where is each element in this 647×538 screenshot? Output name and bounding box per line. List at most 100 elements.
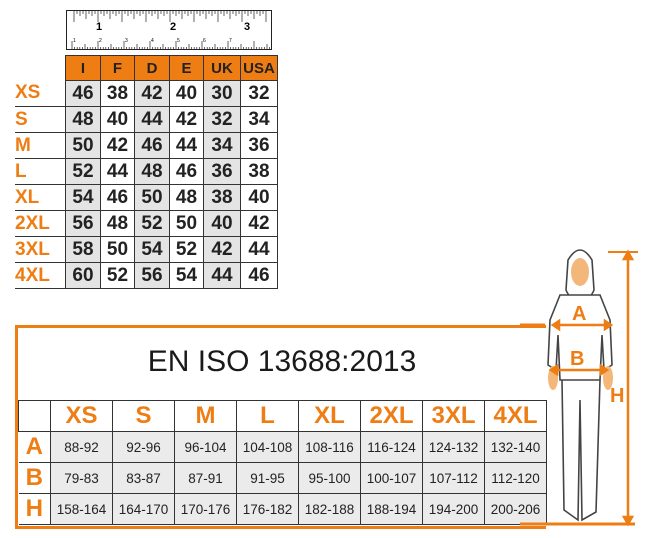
size-cell: 48 <box>134 158 170 185</box>
column-header: USA <box>240 55 278 81</box>
measurement-cell: 92-96 <box>112 431 175 463</box>
size-cell: 36 <box>203 158 241 185</box>
measure-label-a: A <box>572 303 586 325</box>
size-cell: 40 <box>100 106 135 133</box>
size-cell: 50 <box>65 132 101 159</box>
ruler-cm-label: 2 <box>99 38 102 44</box>
size-cell: 48 <box>169 184 204 211</box>
size-cell: 52 <box>134 210 170 237</box>
size-cell: 54 <box>65 184 101 211</box>
size-cell: 42 <box>169 106 204 133</box>
size-cell: 50 <box>100 236 135 263</box>
size-cell: 60 <box>65 262 101 289</box>
table-row: 4XL 60 52 56 54 44 46 <box>15 262 278 289</box>
table-row: 3XL 58 50 54 52 42 44 <box>15 236 278 263</box>
ruler-inch-label: 3 <box>244 21 250 33</box>
size-cell: 44 <box>134 106 170 133</box>
measurement-cell: 100-107 <box>360 462 423 494</box>
column-header: E <box>169 55 204 81</box>
corner <box>18 400 51 432</box>
table-row: 2XL 56 48 52 50 40 42 <box>15 210 278 237</box>
ruler-inch-label: 2 <box>170 21 176 33</box>
size-cell: 48 <box>100 210 135 237</box>
size-header: XL <box>298 400 361 432</box>
size-cell: 42 <box>100 132 135 159</box>
figure-illustration: A B H <box>520 249 638 527</box>
size-cell: 46 <box>134 132 170 159</box>
measurement-label: A <box>18 431 51 463</box>
measurement-cell: 124-132 <box>422 431 485 463</box>
measurement-cell: 194-200 <box>422 493 485 525</box>
size-cell: 52 <box>65 158 101 185</box>
ruler-cm-label: 5 <box>177 38 180 44</box>
size-cell: 34 <box>240 106 278 133</box>
size-cell: 32 <box>203 106 241 133</box>
size-cell: 42 <box>203 236 241 263</box>
measurement-cell: 116-124 <box>360 431 423 463</box>
body-measurement-table: XS S M L XL 2XL 3XL 4XL A 88-92 92-96 96-104 104-10… <box>18 400 547 525</box>
measurement-cell: 91-95 <box>236 462 299 494</box>
size-cell: 48 <box>65 106 101 133</box>
size-header: 4XL <box>484 400 547 432</box>
size-header: M <box>174 400 237 432</box>
measurement-cell: 182-188 <box>298 493 361 525</box>
size-label: 2XL <box>15 210 66 237</box>
size-conversion-table: I F D E UK USA XS 46 38 42 40 30 32 S 48 40 44 42 32 34 M 50… <box>15 55 278 289</box>
measurement-cell: 95-100 <box>298 462 361 494</box>
ruler-cm-label: 6 <box>203 38 206 44</box>
person-icon <box>547 249 613 522</box>
size-cell: 38 <box>203 184 241 211</box>
size-cell: 52 <box>169 236 204 263</box>
size-cell: 46 <box>169 158 204 185</box>
size-header: 2XL <box>360 400 423 432</box>
table-row: XS 46 38 42 40 30 32 <box>15 80 278 107</box>
size-header: XS <box>50 400 113 432</box>
size-cell: 50 <box>169 210 204 237</box>
size-cell: 56 <box>65 210 101 237</box>
size-cell: 40 <box>203 210 241 237</box>
table-row: M 50 42 46 44 34 36 <box>15 132 278 159</box>
size-label: M <box>15 132 66 159</box>
column-header: D <box>134 55 170 81</box>
standard-title: EN ISO 13688:2013 <box>147 345 417 378</box>
column-header: F <box>100 55 135 81</box>
table-row: XL 54 46 50 48 38 40 <box>15 184 278 211</box>
ruler-cm-label: 7 <box>229 38 232 44</box>
size-label: 3XL <box>15 236 66 263</box>
measurement-label: B <box>18 462 51 494</box>
size-cell: 40 <box>240 184 278 211</box>
ruler-image: 1 2 3 1 2 3 4 5 6 7 <box>66 10 272 50</box>
size-cell: 30 <box>203 80 241 107</box>
measurement-cell: 200-206 <box>484 493 547 525</box>
size-cell: 52 <box>100 262 135 289</box>
size-cell: 42 <box>134 80 170 107</box>
size-label: L <box>15 158 66 185</box>
column-header: I <box>65 55 101 81</box>
ruler-cm-label: 3 <box>125 38 128 44</box>
size-cell: 44 <box>240 236 278 263</box>
size-label: S <box>15 106 66 133</box>
measurement-cell: 104-108 <box>236 431 299 463</box>
size-label: XS <box>15 80 66 107</box>
size-cell: 58 <box>65 236 101 263</box>
measurement-cell: 108-116 <box>298 431 361 463</box>
size-cell: 50 <box>134 184 170 211</box>
size-cell: 54 <box>134 236 170 263</box>
size-label: 4XL <box>15 262 66 289</box>
size-cell: 34 <box>203 132 241 159</box>
measurement-cell: 96-104 <box>174 431 237 463</box>
measurement-cell: 107-112 <box>422 462 485 494</box>
table-row: B 79-83 83-87 87-91 91-95 95-100 100-107 107-11… <box>18 462 547 494</box>
ruler-cm-label: 1 <box>73 38 76 44</box>
measurement-cell: 87-91 <box>174 462 237 494</box>
measure-label-h: H <box>610 385 624 407</box>
measurement-label: H <box>18 493 51 525</box>
ruler-cm-label: 4 <box>151 38 154 44</box>
table-row: H 158-164 164-170 170-176 176-182 182-188 188-… <box>18 493 547 525</box>
size-cell: 46 <box>100 184 135 211</box>
size-cell: 54 <box>169 262 204 289</box>
table-row: A 88-92 92-96 96-104 104-108 108-116 116-124 12… <box>18 431 547 463</box>
measurement-cell: 170-176 <box>174 493 237 525</box>
size-cell: 38 <box>240 158 278 185</box>
measurement-cell: 83-87 <box>112 462 175 494</box>
